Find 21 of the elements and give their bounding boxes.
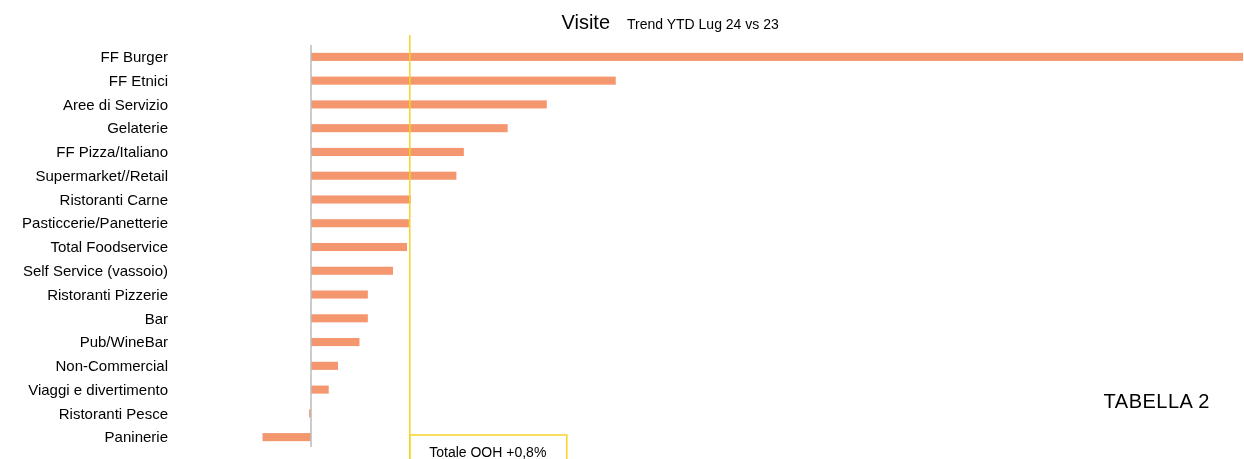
y-tick-label: Self Service (vassoio) xyxy=(22,262,168,280)
chart-title: Visite xyxy=(561,11,610,33)
y-tick-label: Non-Commercial xyxy=(55,357,168,375)
y-tick-label: Ristoranti Pizzerie xyxy=(47,285,168,303)
y-tick-label: Bar xyxy=(144,309,168,327)
ref-line-label: Totale OOH +0,8% xyxy=(429,443,547,459)
y-tick-label: Gelaterie xyxy=(107,119,168,137)
chart-subtitle: Trend YTD Lug 24 vs 23 xyxy=(627,16,779,32)
y-tick-label: Supermarket//Retail xyxy=(35,166,168,184)
y-tick-label: Total Foodservice xyxy=(50,238,168,256)
y-tick-label: FF Pizza/Italiano xyxy=(56,143,168,161)
y-tick-label: FF Burger xyxy=(100,48,168,66)
y-tick-label: Ristoranti Carne xyxy=(59,190,168,208)
y-tick-label: Pub/WineBar xyxy=(79,333,168,351)
y-tick-label: Viaggi e divertimento xyxy=(28,380,168,398)
y-tick-label: FF Etnici xyxy=(108,71,168,89)
annotation: TABELLA 2 xyxy=(1103,390,1210,412)
y-tick-label: Paninerie xyxy=(104,428,168,446)
y-tick-label: Ristoranti Pesce xyxy=(58,404,168,422)
y-tick-label: Aree di Servizio xyxy=(62,95,168,113)
y-tick-label: Pasticcerie/Panetterie xyxy=(22,214,168,232)
